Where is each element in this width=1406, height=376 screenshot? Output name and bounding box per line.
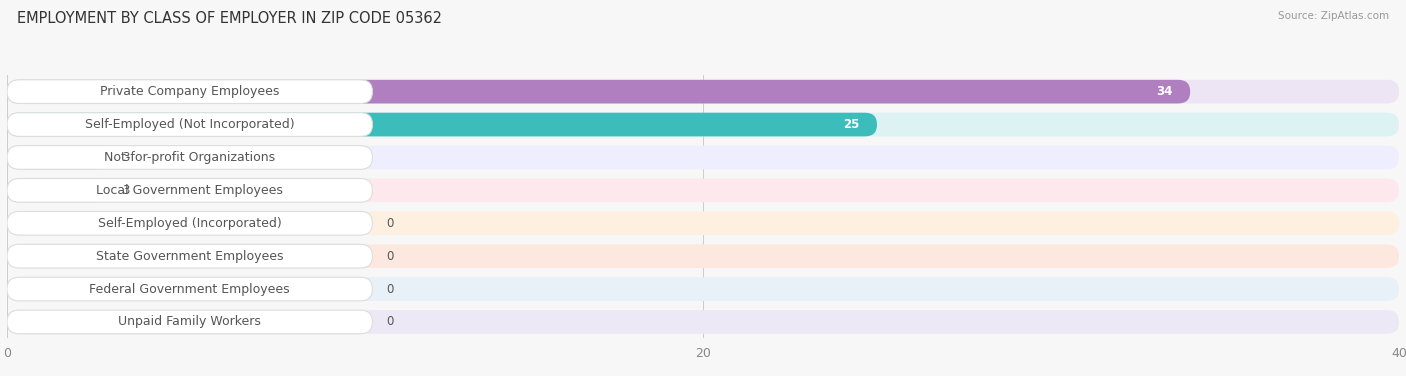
FancyBboxPatch shape <box>7 310 373 334</box>
FancyBboxPatch shape <box>7 80 1399 103</box>
FancyBboxPatch shape <box>7 277 373 301</box>
FancyBboxPatch shape <box>7 80 373 103</box>
FancyBboxPatch shape <box>7 179 1399 202</box>
FancyBboxPatch shape <box>7 146 111 169</box>
FancyBboxPatch shape <box>7 179 373 202</box>
FancyBboxPatch shape <box>7 146 373 169</box>
Text: Source: ZipAtlas.com: Source: ZipAtlas.com <box>1278 11 1389 21</box>
FancyBboxPatch shape <box>7 310 1399 334</box>
Text: Self-Employed (Not Incorporated): Self-Employed (Not Incorporated) <box>84 118 294 131</box>
Text: Local Government Employees: Local Government Employees <box>96 184 283 197</box>
FancyBboxPatch shape <box>7 146 1399 169</box>
Text: 0: 0 <box>387 217 394 230</box>
FancyBboxPatch shape <box>7 80 1191 103</box>
FancyBboxPatch shape <box>7 211 373 235</box>
Text: 3: 3 <box>122 184 129 197</box>
Text: Federal Government Employees: Federal Government Employees <box>90 282 290 296</box>
Text: 0: 0 <box>387 315 394 329</box>
FancyBboxPatch shape <box>7 113 877 136</box>
Text: Unpaid Family Workers: Unpaid Family Workers <box>118 315 262 329</box>
FancyBboxPatch shape <box>7 113 1399 136</box>
Text: 34: 34 <box>1156 85 1173 98</box>
Text: Not-for-profit Organizations: Not-for-profit Organizations <box>104 151 276 164</box>
Text: Private Company Employees: Private Company Employees <box>100 85 280 98</box>
Text: EMPLOYMENT BY CLASS OF EMPLOYER IN ZIP CODE 05362: EMPLOYMENT BY CLASS OF EMPLOYER IN ZIP C… <box>17 11 441 26</box>
Text: 0: 0 <box>387 250 394 263</box>
Text: 0: 0 <box>387 282 394 296</box>
FancyBboxPatch shape <box>7 211 1399 235</box>
FancyBboxPatch shape <box>7 179 111 202</box>
Text: State Government Employees: State Government Employees <box>96 250 284 263</box>
Text: 25: 25 <box>844 118 859 131</box>
FancyBboxPatch shape <box>7 244 373 268</box>
Text: Self-Employed (Incorporated): Self-Employed (Incorporated) <box>98 217 281 230</box>
Text: 3: 3 <box>122 151 129 164</box>
FancyBboxPatch shape <box>7 244 1399 268</box>
FancyBboxPatch shape <box>7 113 373 136</box>
FancyBboxPatch shape <box>7 277 1399 301</box>
